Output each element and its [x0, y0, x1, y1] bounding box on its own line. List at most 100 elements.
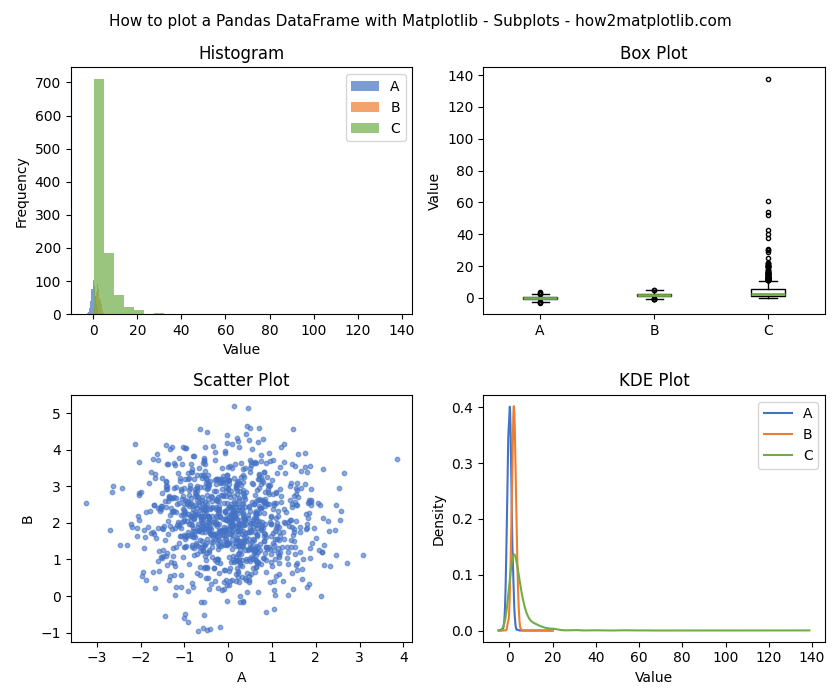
Point — [234, 514, 248, 526]
Point — [304, 552, 318, 564]
Point — [298, 461, 312, 472]
Point — [253, 503, 266, 514]
Point — [287, 526, 301, 538]
Point — [223, 478, 236, 489]
Point — [236, 470, 249, 481]
Point — [234, 485, 247, 496]
Point — [246, 517, 260, 528]
Point — [174, 523, 187, 534]
Point — [167, 557, 181, 568]
Point — [188, 531, 202, 542]
Title: Histogram: Histogram — [198, 45, 285, 63]
C — [749, 626, 759, 635]
Point — [316, 512, 329, 524]
Point — [231, 562, 244, 573]
Point — [258, 547, 271, 559]
Point — [249, 505, 262, 517]
Point — [175, 494, 188, 505]
Point — [224, 510, 238, 522]
Point — [271, 547, 285, 558]
Y-axis label: B: B — [21, 514, 35, 523]
Y-axis label: Value: Value — [428, 172, 442, 210]
Point — [231, 435, 244, 447]
Point — [197, 470, 211, 482]
Point — [220, 470, 234, 481]
X-axis label: Value: Value — [223, 344, 260, 358]
Point — [172, 518, 186, 529]
Point — [201, 469, 214, 480]
Point — [239, 574, 253, 585]
Point — [186, 513, 200, 524]
Point — [230, 554, 244, 566]
Point — [255, 475, 269, 486]
Point — [258, 552, 271, 564]
Point — [272, 535, 286, 546]
Point — [193, 524, 207, 535]
Point — [105, 486, 118, 498]
Point — [246, 479, 260, 490]
Point — [193, 569, 207, 580]
Point — [221, 538, 234, 550]
Point — [274, 484, 287, 495]
Point — [262, 498, 276, 510]
Line: A: A — [499, 407, 553, 631]
Point — [195, 498, 208, 509]
Point — [242, 576, 255, 587]
Point — [263, 544, 276, 555]
Bar — [155, 313, 165, 314]
Point — [190, 540, 203, 551]
Point — [202, 518, 215, 529]
Point — [161, 528, 175, 540]
Point — [234, 545, 247, 556]
Point — [172, 452, 186, 463]
Point — [179, 494, 192, 505]
Point — [201, 516, 214, 527]
Point — [169, 493, 182, 504]
Point — [213, 477, 227, 489]
Point — [191, 548, 204, 559]
Point — [237, 488, 250, 499]
Point — [185, 518, 198, 529]
Point — [253, 494, 266, 505]
Point — [139, 506, 153, 517]
C — [509, 550, 519, 559]
Point — [191, 508, 204, 519]
Point — [229, 512, 243, 524]
Point — [218, 565, 232, 576]
X-axis label: Value: Value — [635, 671, 673, 685]
Point — [255, 503, 268, 514]
Point — [188, 525, 202, 536]
Point — [151, 523, 165, 534]
Point — [225, 538, 239, 549]
Point — [158, 534, 171, 545]
Point — [209, 503, 223, 514]
Point — [281, 547, 294, 558]
Point — [229, 480, 243, 491]
Point — [199, 573, 213, 584]
Point — [188, 499, 202, 510]
Point — [232, 528, 245, 540]
Point — [182, 473, 196, 484]
Point — [190, 567, 203, 578]
Point — [185, 466, 198, 477]
Point — [337, 467, 350, 478]
Title: Scatter Plot: Scatter Plot — [193, 372, 290, 391]
Point — [228, 458, 241, 470]
Point — [272, 557, 286, 568]
Point — [176, 442, 190, 453]
B — [537, 626, 547, 635]
Point — [221, 538, 234, 549]
PathPatch shape — [637, 293, 671, 295]
Point — [193, 505, 207, 516]
Point — [190, 470, 203, 481]
Point — [221, 461, 234, 472]
Point — [232, 477, 245, 489]
Point — [303, 460, 317, 471]
Point — [304, 499, 318, 510]
Point — [270, 505, 284, 517]
Point — [277, 517, 291, 528]
Point — [184, 514, 197, 525]
C — [719, 626, 729, 635]
Point — [255, 522, 268, 533]
Point — [160, 547, 174, 559]
